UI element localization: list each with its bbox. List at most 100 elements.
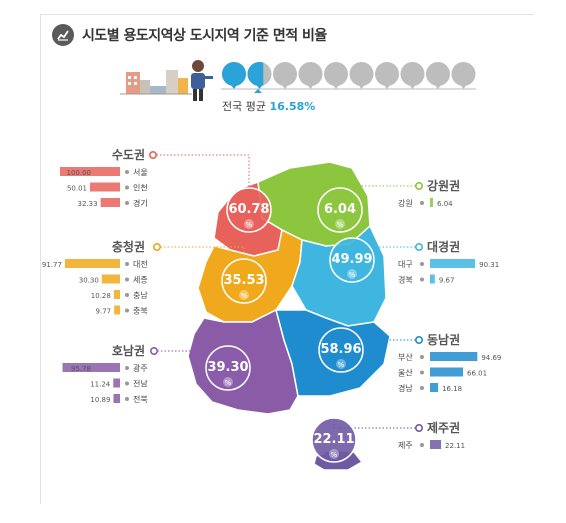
city-name: 광주 xyxy=(133,363,148,373)
region-name: 동남권 xyxy=(427,332,460,347)
city-name: 대구 xyxy=(398,260,413,269)
city-value: 11.24 xyxy=(90,381,111,389)
city-name: 경기 xyxy=(133,198,148,208)
frame-top-line xyxy=(40,14,534,15)
region-pin: 58.96% xyxy=(318,327,364,376)
city-name: 제주 xyxy=(398,441,413,450)
ratio-dot xyxy=(451,62,476,89)
city-bar xyxy=(60,167,120,176)
city-name: 충남 xyxy=(133,291,148,300)
svg-text:%: % xyxy=(246,221,253,229)
region-total-value: 49.99 xyxy=(331,252,372,267)
svg-text:%: % xyxy=(331,451,338,459)
svg-text:%: % xyxy=(225,379,232,387)
region-total-value: 60.78 xyxy=(228,202,269,217)
region-bar-chart: 부산 94.69 울산 66.01 경남 16.18 xyxy=(398,352,501,393)
national-average-value: 16.58% xyxy=(269,100,316,113)
city-value: 22.11 xyxy=(445,442,465,450)
city-name: 충북 xyxy=(133,307,148,316)
ratio-dot xyxy=(400,62,425,89)
region-pin: 6.04% xyxy=(317,187,363,236)
city-bar xyxy=(100,198,120,207)
percent-icon: % xyxy=(336,359,346,369)
region-total-value: 6.04 xyxy=(324,202,356,217)
frame-left-line xyxy=(40,14,41,504)
city-value: 9.77 xyxy=(96,308,112,316)
city-name: 강원 xyxy=(398,198,413,208)
city-value: 9.67 xyxy=(439,277,455,285)
city-name: 경남 xyxy=(398,383,413,393)
city-bar xyxy=(113,378,120,388)
city-name: 인천 xyxy=(133,183,148,193)
region-bar-chart: 100.00 서울 50.01 인천 32.33 경기 xyxy=(60,167,148,208)
region-name: 강원권 xyxy=(427,179,460,193)
percent-icon: % xyxy=(239,290,249,300)
region-pin: 60.78% xyxy=(226,187,272,236)
region-pin: 49.99% xyxy=(329,237,375,286)
city-bar xyxy=(430,259,476,268)
city-name: 부산 xyxy=(398,352,413,362)
city-name: 서울 xyxy=(133,168,148,177)
chart-icon xyxy=(52,24,74,46)
ratio-dot xyxy=(222,62,246,89)
title-row: 시도별 용도지역상 도시지역 기준 면적 비율 xyxy=(52,24,327,46)
city-value: 95.78 xyxy=(71,365,91,373)
city-name: 세종 xyxy=(133,276,148,285)
percent-icon: % xyxy=(335,219,345,229)
region-pin: 22.11% xyxy=(311,417,357,466)
region-bar-chart: 91.77 대전 30.30 세종 10.28 충남 9.77 충북 xyxy=(42,259,148,316)
ratio-dot xyxy=(375,62,399,89)
ratio-dot xyxy=(349,62,374,89)
svg-text:%: % xyxy=(337,221,344,229)
ratio-dot xyxy=(247,62,272,89)
city-name: 전북 xyxy=(133,394,148,404)
svg-text:%: % xyxy=(241,292,248,300)
percent-icon: % xyxy=(347,269,357,279)
city-bar xyxy=(430,274,435,284)
ratio-dot xyxy=(324,62,348,89)
city-bar xyxy=(114,305,120,315)
city-value: 91.77 xyxy=(42,261,62,269)
city-value: 16.18 xyxy=(442,385,462,393)
city-bar xyxy=(430,198,434,207)
region-total-value: 58.96 xyxy=(320,342,361,357)
city-value: 10.89 xyxy=(90,396,110,404)
city-bar xyxy=(430,352,478,361)
average-pointer xyxy=(254,89,262,93)
region-bar-chart: 대구 90.31 경북 9.67 xyxy=(398,259,499,285)
city-value: 30.30 xyxy=(79,277,99,285)
percent-icon: % xyxy=(244,219,254,229)
national-ratio-dots xyxy=(222,62,476,89)
region-bar-chart: 강원 6.04 xyxy=(398,198,453,208)
region-pin: 35.53% xyxy=(221,258,267,307)
city-bar xyxy=(113,394,120,403)
city-bar xyxy=(430,367,464,377)
person-icon xyxy=(191,60,213,101)
city-name: 대전 xyxy=(133,259,148,269)
percent-icon: % xyxy=(329,449,339,459)
region-total-value: 39.30 xyxy=(207,360,248,375)
region-name: 수도권 xyxy=(112,148,145,162)
city-value: 32.33 xyxy=(78,200,98,208)
region-name: 제주권 xyxy=(427,421,460,435)
region-bar-chart: 95.78 광주 11.24 전남 10.89 전북 xyxy=(62,363,148,404)
city-bar xyxy=(89,182,120,192)
region-name: 대경권 xyxy=(427,240,460,254)
city-value: 90.31 xyxy=(479,261,499,269)
ratio-dot xyxy=(426,62,450,89)
region-bar-chart: 제주 22.11 xyxy=(398,440,465,450)
city-value: 10.28 xyxy=(91,292,111,300)
chart-title: 시도별 용도지역상 도시지역 기준 면적 비율 xyxy=(82,28,327,44)
callout-connector xyxy=(153,243,245,261)
city-bar xyxy=(113,290,120,299)
region-name: 충청권 xyxy=(112,239,145,254)
city-value: 100.00 xyxy=(67,169,92,177)
region-total-value: 22.11 xyxy=(313,432,354,447)
percent-icon: % xyxy=(223,377,233,387)
region-name: 호남권 xyxy=(112,343,145,358)
svg-text:%: % xyxy=(338,361,345,369)
ratio-dot xyxy=(273,62,297,89)
city-value: 50.01 xyxy=(67,185,87,193)
